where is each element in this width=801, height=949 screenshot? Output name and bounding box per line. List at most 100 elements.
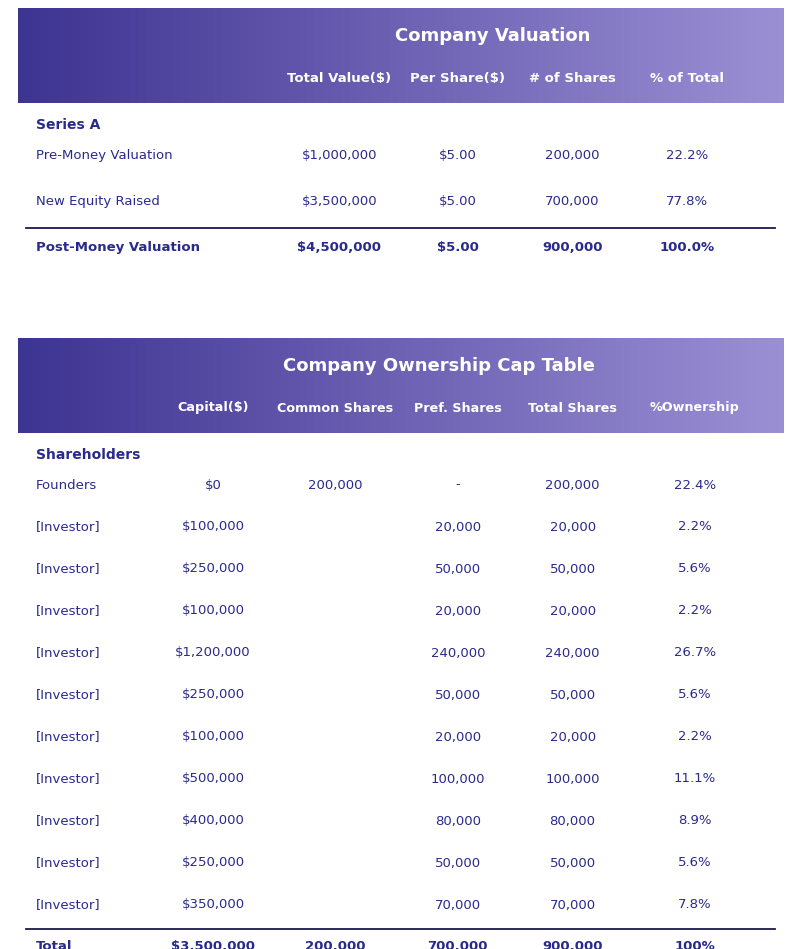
Bar	[66, 8, 70, 103]
Bar	[227, 8, 230, 103]
Text: 22.2%: 22.2%	[666, 148, 709, 161]
Bar	[377, 338, 380, 433]
Bar	[131, 338, 133, 433]
Text: [Investor]: [Investor]	[36, 814, 101, 828]
Bar	[467, 8, 470, 103]
Text: 5.6%: 5.6%	[678, 563, 712, 575]
Bar	[556, 338, 559, 433]
Bar	[545, 338, 549, 433]
Text: 5.6%: 5.6%	[678, 857, 712, 869]
Bar	[590, 338, 592, 433]
Bar	[510, 338, 513, 433]
Text: [Investor]: [Investor]	[36, 689, 101, 701]
Bar	[590, 8, 592, 103]
Bar	[655, 338, 658, 433]
Bar	[582, 8, 585, 103]
Bar	[235, 8, 238, 103]
Bar	[74, 338, 77, 433]
Bar	[489, 8, 493, 103]
Text: 200,000: 200,000	[308, 478, 363, 492]
Bar	[293, 338, 296, 433]
Bar	[551, 338, 554, 433]
Text: Founders: Founders	[36, 478, 97, 492]
Bar	[767, 338, 771, 433]
Text: $4,500,000: $4,500,000	[297, 240, 381, 253]
Bar	[474, 8, 477, 103]
Bar	[691, 338, 694, 433]
Bar	[709, 8, 712, 103]
Bar	[696, 338, 699, 433]
Bar	[321, 8, 324, 103]
Bar	[357, 338, 360, 433]
Bar	[717, 338, 720, 433]
Text: New Equity Raised: New Equity Raised	[36, 195, 160, 208]
Text: [Investor]: [Investor]	[36, 772, 101, 786]
Bar	[138, 8, 141, 103]
Bar	[112, 8, 115, 103]
Bar	[179, 338, 182, 433]
Bar	[472, 8, 475, 103]
Bar	[194, 8, 197, 103]
Bar	[248, 338, 251, 433]
Bar	[424, 338, 426, 433]
Bar	[452, 8, 454, 103]
Bar	[334, 8, 337, 103]
Bar	[676, 8, 679, 103]
Bar	[732, 8, 735, 103]
Bar	[189, 338, 192, 433]
Bar	[650, 338, 654, 433]
Bar	[181, 338, 184, 433]
Bar	[183, 338, 187, 433]
Bar	[51, 338, 54, 433]
Bar	[268, 8, 271, 103]
Bar	[594, 338, 598, 433]
Bar	[676, 338, 679, 433]
Bar	[398, 338, 401, 433]
Text: 11.1%: 11.1%	[674, 772, 716, 786]
Text: %Ownership: %Ownership	[650, 401, 740, 415]
Bar	[607, 8, 610, 103]
Bar	[437, 338, 439, 433]
Bar	[584, 338, 587, 433]
Bar	[232, 338, 235, 433]
Bar	[653, 8, 656, 103]
Bar	[58, 8, 62, 103]
Bar	[202, 8, 204, 103]
Bar	[368, 338, 370, 433]
Bar	[87, 8, 90, 103]
Bar	[485, 8, 488, 103]
Bar	[495, 338, 498, 433]
Bar	[670, 338, 674, 433]
Bar	[543, 338, 546, 433]
Bar	[107, 8, 111, 103]
Bar	[536, 8, 539, 103]
Text: 5.6%: 5.6%	[678, 689, 712, 701]
Text: 50,000: 50,000	[549, 857, 596, 869]
Bar	[449, 338, 452, 433]
Bar	[416, 338, 419, 433]
Bar	[735, 8, 738, 103]
Bar	[605, 8, 607, 103]
Bar	[340, 8, 342, 103]
Bar	[493, 338, 495, 433]
Bar	[610, 338, 613, 433]
Bar	[564, 8, 567, 103]
Bar	[579, 338, 582, 433]
Bar	[364, 338, 368, 433]
Bar	[755, 8, 758, 103]
Bar	[143, 338, 146, 433]
Bar	[271, 338, 273, 433]
Bar	[735, 338, 738, 433]
Bar	[722, 338, 725, 433]
Bar	[627, 8, 630, 103]
Bar	[549, 8, 551, 103]
Bar	[171, 338, 174, 433]
Text: 50,000: 50,000	[435, 689, 481, 701]
Bar	[551, 8, 554, 103]
Text: 70,000: 70,000	[435, 899, 481, 911]
Text: Capital($): Capital($)	[177, 401, 249, 415]
Bar	[670, 8, 674, 103]
Text: 80,000: 80,000	[435, 814, 481, 828]
Bar	[765, 8, 768, 103]
Bar	[513, 338, 516, 433]
